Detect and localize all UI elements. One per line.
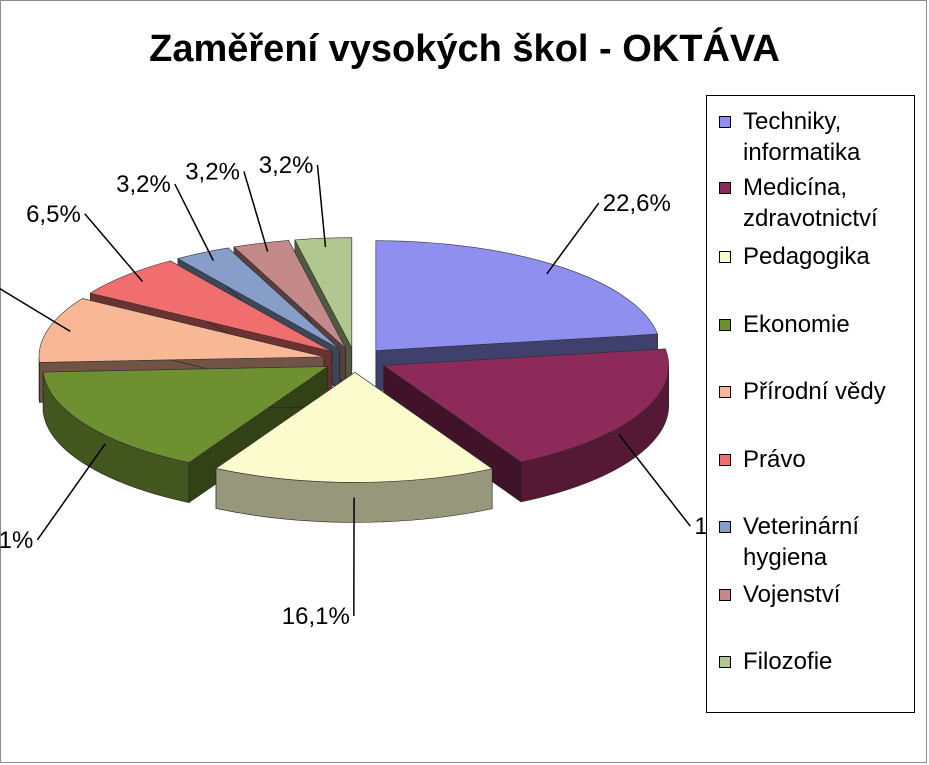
legend-swatch: [719, 116, 731, 128]
legend-label-line: Právo: [743, 446, 806, 473]
legend-label-line: informatika: [743, 139, 861, 166]
legend-swatch: [719, 521, 731, 533]
svg-text:3,2%: 3,2%: [259, 152, 314, 179]
pie-slice-2: [382, 348, 669, 503]
data-label-4: 16,1%: [0, 443, 106, 554]
legend-label-line: Medicína,: [743, 174, 848, 201]
legend-label: Vojenství: [743, 579, 915, 610]
svg-text:16,1%: 16,1%: [282, 603, 350, 630]
data-label-1: 22,6%: [546, 190, 671, 275]
svg-text:22,6%: 22,6%: [603, 190, 671, 217]
chart-title: Zaměření vysokých škol - OKTÁVA: [149, 28, 780, 70]
svg-text:3,2%: 3,2%: [185, 158, 240, 185]
legend-label-line: Veterinární: [743, 513, 860, 540]
data-label-7: 3,2%: [116, 171, 214, 261]
svg-text:3,2%: 3,2%: [116, 171, 171, 198]
legend-label-line: Vojenství: [743, 581, 841, 608]
legend-label: Přírodní vědy: [743, 376, 915, 407]
pie-slice-3: [215, 371, 493, 523]
legend-swatch: [719, 589, 731, 601]
legend-label: Techniky, informatika: [743, 106, 915, 168]
legend: Techniky, informatika Medicína, zdravotnict…: [706, 95, 915, 713]
legend-label-line: Ekonomie: [743, 311, 850, 338]
legend-label-line: Filozofie: [743, 648, 833, 675]
legend-label-line: Techniky,: [743, 108, 842, 135]
legend-label: Veterinární hygiena: [743, 511, 915, 573]
data-label-3: 16,1%: [282, 497, 355, 630]
legend-label: Filozofie: [743, 646, 915, 677]
legend-label: Právo: [743, 444, 915, 475]
legend-swatch: [719, 386, 731, 398]
svg-text:16,1%: 16,1%: [0, 527, 33, 554]
legend-swatch: [719, 454, 731, 466]
legend-label-line: hygiena: [743, 544, 828, 571]
legend-swatch: [719, 182, 731, 194]
legend-swatch: [719, 251, 731, 263]
data-label-8: 3,2%: [185, 158, 269, 252]
legend-swatch: [719, 319, 731, 331]
data-label-9: 3,2%: [259, 152, 327, 248]
data-label-5: 9,7%: [0, 287, 71, 333]
data-label-6: 6,5%: [26, 201, 144, 282]
legend-label: Medicína, zdravotnictví: [743, 172, 915, 234]
legend-label-line: Pedagogika: [743, 243, 870, 270]
legend-label-line: Přírodní vědy: [743, 378, 886, 405]
legend-swatch: [719, 656, 731, 668]
legend-label: Ekonomie: [743, 309, 915, 340]
svg-text:6,5%: 6,5%: [26, 201, 81, 228]
legend-label-line: zdravotnictví: [743, 205, 878, 232]
legend-label: Pedagogika: [743, 241, 915, 272]
